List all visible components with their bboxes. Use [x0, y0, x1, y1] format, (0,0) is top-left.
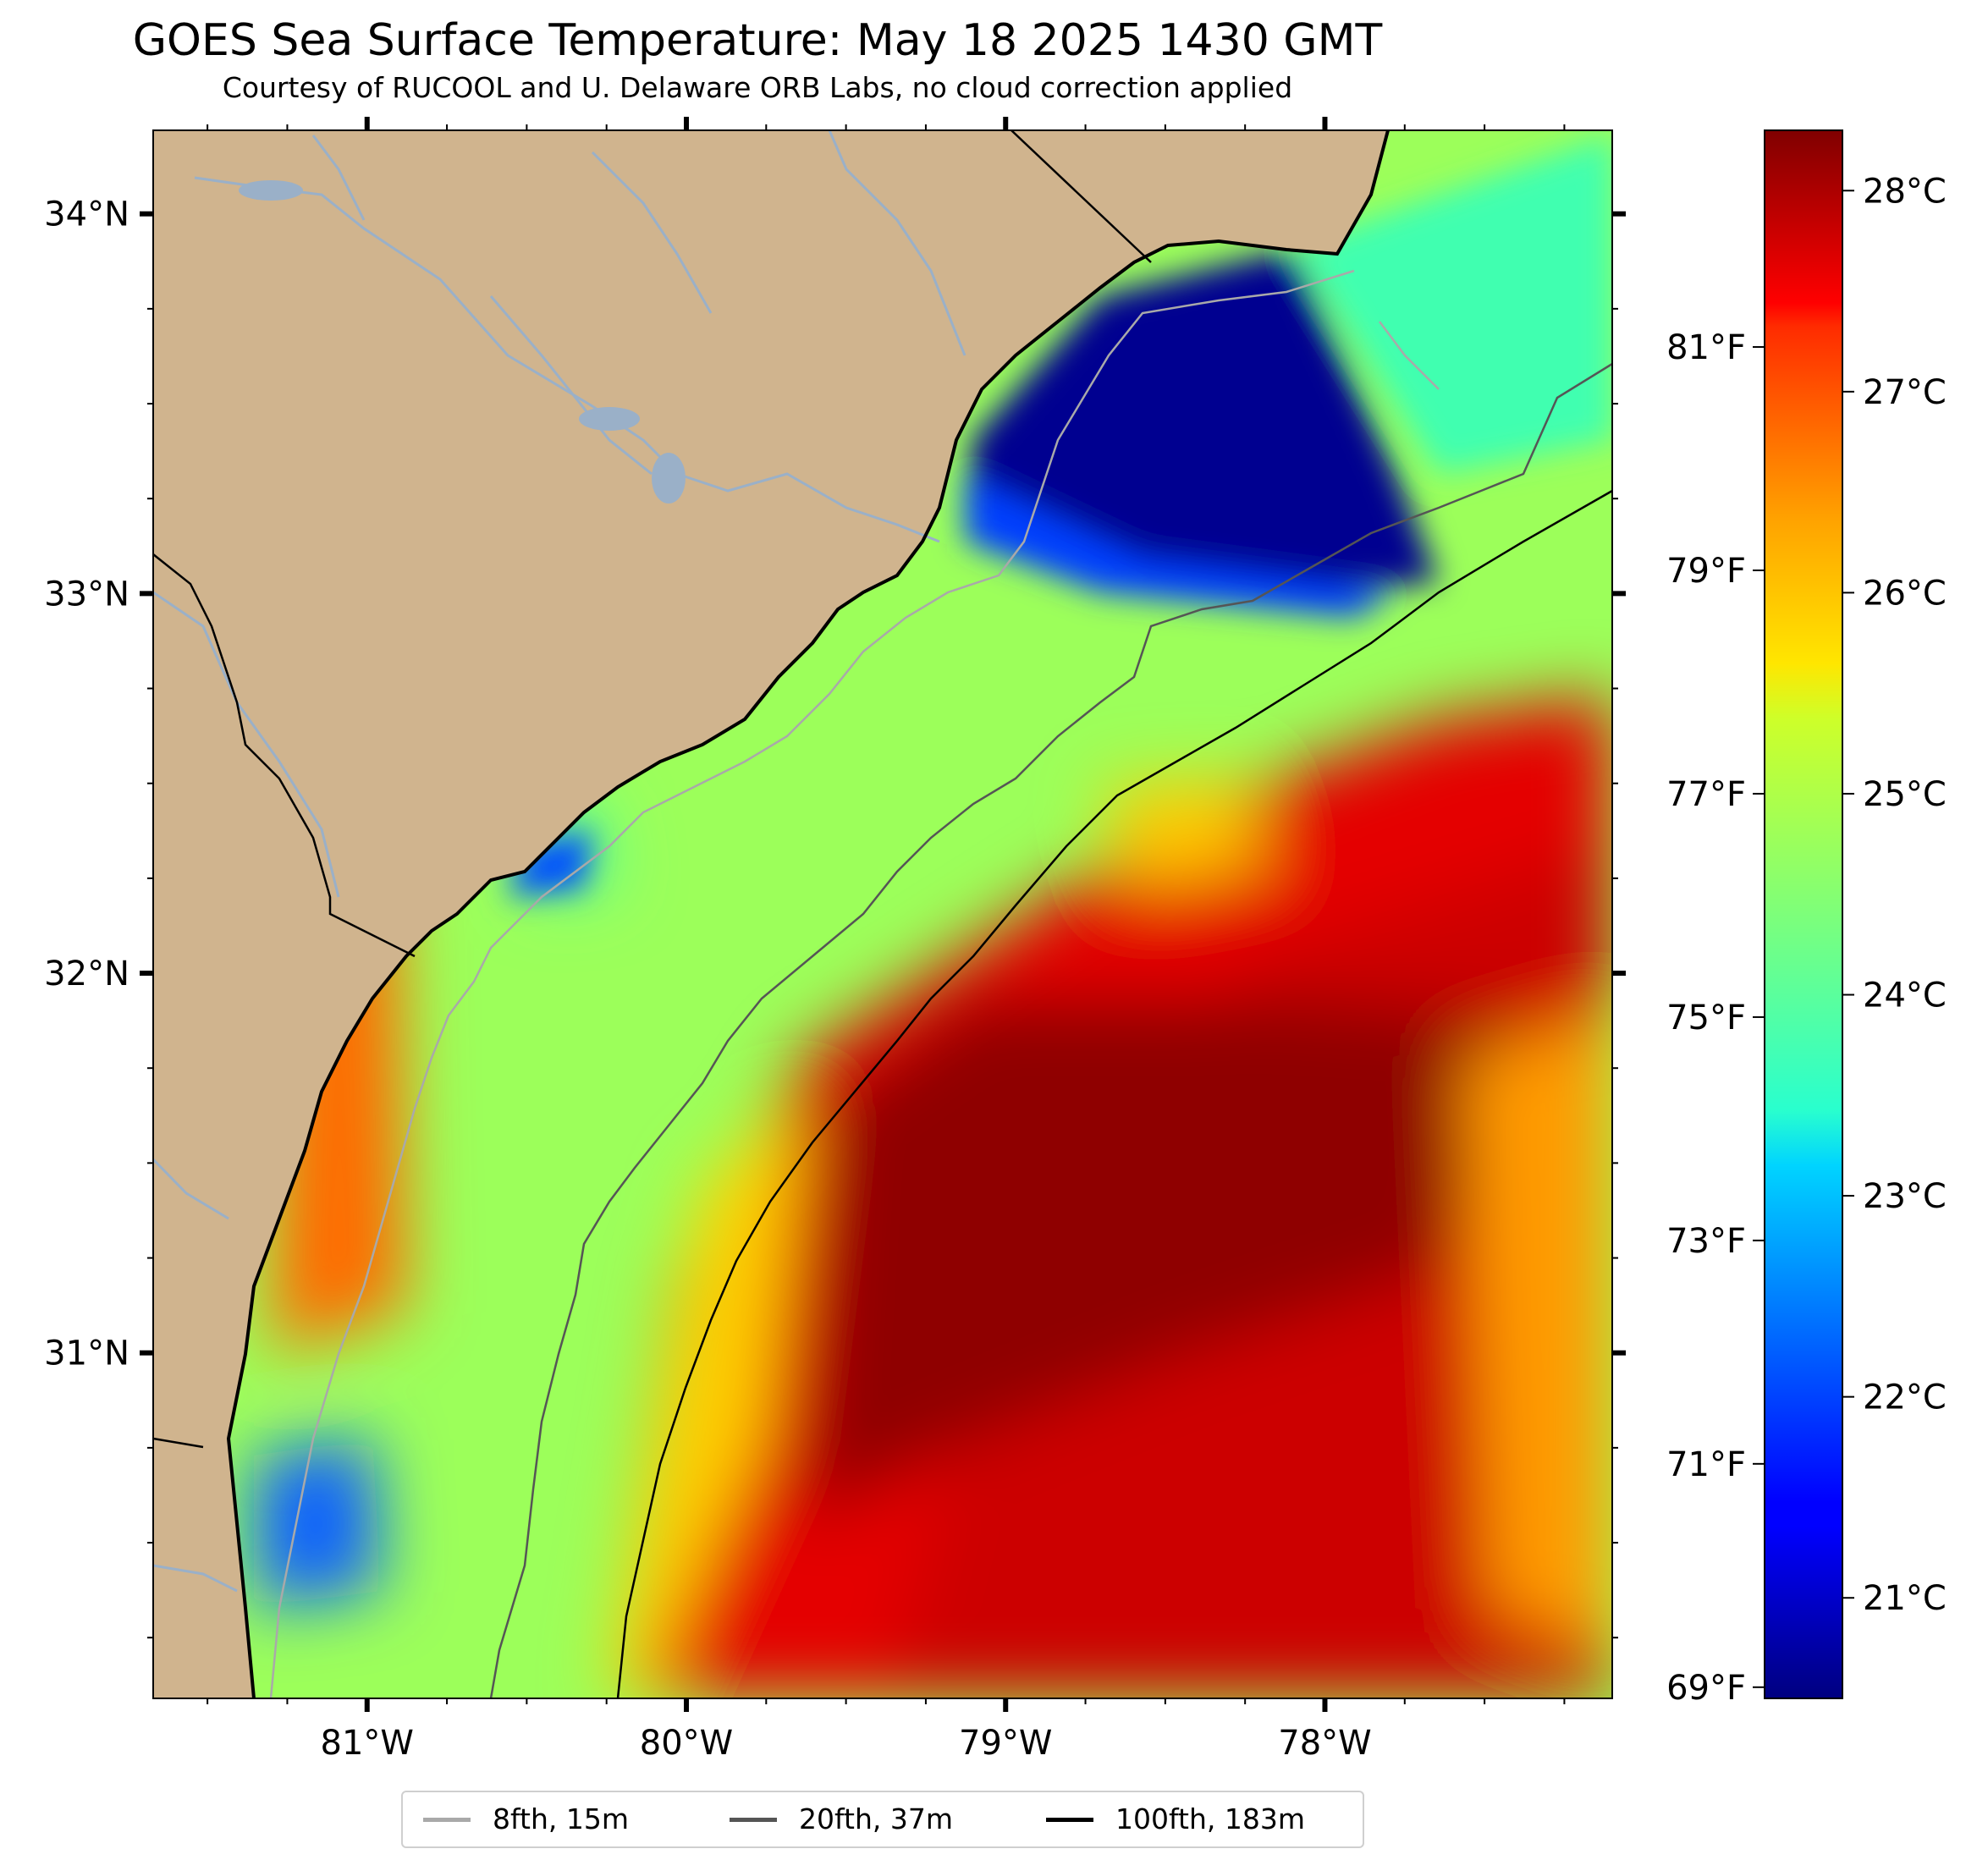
colorbar-ticks: 21°C 22°C 23°C 24°C 25°C 26°C 27°C 28°C 69°F 71°F…: [1666, 172, 1947, 1708]
celsius-tick-label: 24°C: [1863, 977, 1947, 1015]
legend-swatch-100fth: [1046, 1817, 1093, 1822]
fahrenheit-tick-label: 77°F: [1666, 775, 1746, 814]
lat-tick-label: 31°N: [44, 1334, 129, 1373]
celsius-tick-label: 26°C: [1863, 574, 1947, 613]
lat-tick-label: 32°N: [44, 955, 129, 993]
celsius-tick-label: 21°C: [1863, 1579, 1947, 1618]
isobath-20fth-37m: [489, 362, 1612, 1698]
fahrenheit-tick-label: 81°F: [1666, 328, 1746, 367]
lon-tick-label: 79°W: [959, 1724, 1052, 1763]
legend-label-8fth: 8fth, 15m: [493, 1802, 630, 1835]
isobath-8fth-15m: [269, 269, 1440, 1698]
coastline: [226, 130, 1390, 1698]
lon-tick-label: 81°W: [321, 1724, 414, 1763]
legend-item-100fth: 100fth, 183m: [1046, 1792, 1305, 1846]
lon-tick-label: 80°W: [640, 1724, 733, 1763]
colorbar: [1764, 129, 1843, 1699]
state-boundaries: [153, 130, 1152, 1449]
legend-label-20fth: 20fth, 37m: [799, 1802, 953, 1835]
celsius-tick-label: 23°C: [1863, 1177, 1947, 1216]
land-mass: [153, 130, 1388, 1698]
celsius-tick-label: 22°C: [1863, 1378, 1947, 1417]
fahrenheit-tick-label: 69°F: [1666, 1669, 1746, 1708]
fahrenheit-tick-label: 75°F: [1666, 999, 1746, 1037]
legend-label-100fth: 100fth, 183m: [1115, 1802, 1305, 1835]
isobath-100fth-183m: [616, 489, 1612, 1698]
figure-subtitle: Courtesy of RUCOOL and U. Delaware ORB L…: [222, 71, 1293, 104]
map-border: [152, 129, 1613, 1699]
fahrenheit-tick-label: 71°F: [1666, 1445, 1746, 1484]
fahrenheit-tick-label: 79°F: [1666, 552, 1746, 591]
map-axis-ticks: 81°W 80°W 79°W 78°W 34°N 33°N 32°N 31°N: [44, 117, 1626, 1763]
lat-tick-label: 34°N: [44, 195, 129, 234]
celsius-tick-label: 28°C: [1863, 172, 1947, 211]
lon-tick-label: 78°W: [1278, 1724, 1371, 1763]
legend-swatch-8fth: [423, 1817, 471, 1822]
celsius-tick-label: 27°C: [1863, 373, 1947, 412]
legend-swatch-20fth: [730, 1817, 777, 1822]
celsius-tick-label: 25°C: [1863, 775, 1947, 814]
legend-item-8fth: 8fth, 15m: [423, 1792, 629, 1846]
isobath-legend: 8fth, 15m 20fth, 37m 100fth, 183m: [401, 1791, 1364, 1848]
lakes: [239, 180, 686, 504]
legend-item-20fth: 20fth, 37m: [730, 1792, 953, 1846]
lat-tick-label: 33°N: [44, 575, 129, 614]
figure-title: GOES Sea Surface Temperature: May 18 202…: [132, 15, 1383, 66]
fahrenheit-tick-label: 73°F: [1666, 1222, 1746, 1261]
